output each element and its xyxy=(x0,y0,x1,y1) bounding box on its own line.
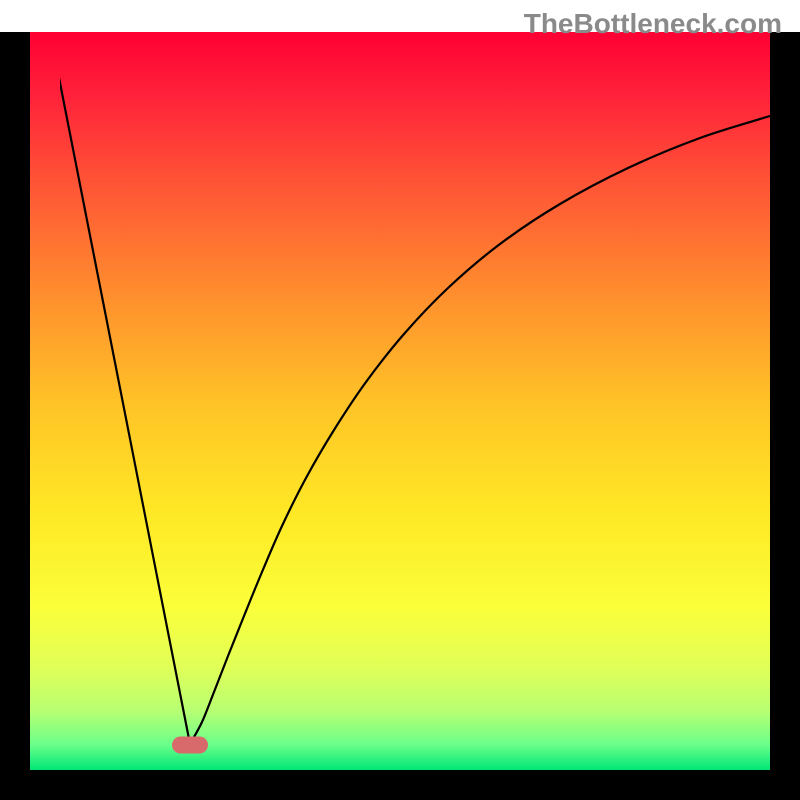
chart-svg xyxy=(0,32,800,800)
gradient-background xyxy=(30,32,770,770)
bottleneck-chart xyxy=(0,32,800,800)
watermark-text: TheBottleneck.com xyxy=(524,8,782,40)
minimum-marker xyxy=(172,737,208,754)
